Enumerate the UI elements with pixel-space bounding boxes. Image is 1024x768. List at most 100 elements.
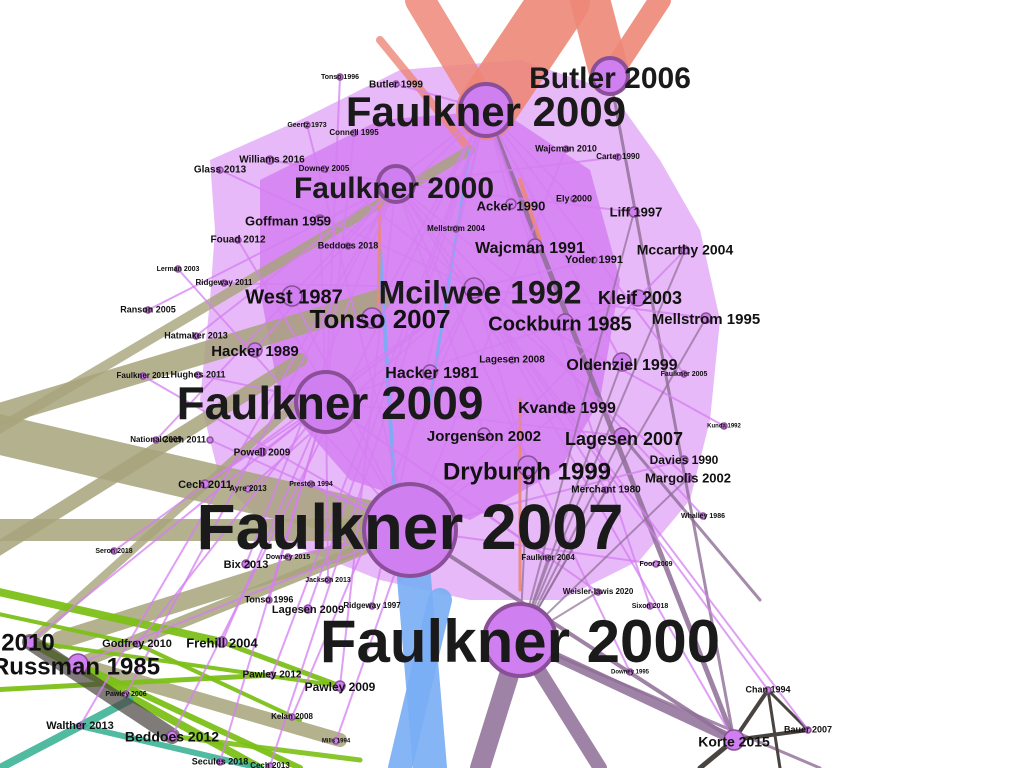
node-n74 <box>626 668 634 676</box>
node-n49 <box>508 356 516 364</box>
node-label: Faulkner 2009 <box>177 377 484 429</box>
node-label: Mills 1994 <box>322 739 351 745</box>
node-n19 <box>477 427 491 441</box>
node-n77 <box>324 576 332 584</box>
edge-n56 <box>177 268 411 531</box>
edge-bundle-38 <box>0 612 139 646</box>
edge-n55 <box>223 282 475 289</box>
node-n9 <box>556 313 574 331</box>
edge-bundle-3 <box>376 36 474 154</box>
node-label: Bauer 2007 <box>784 724 832 734</box>
node-label: Ridgeway 2011 <box>196 278 253 287</box>
node-label: Geertz 1973 <box>287 122 326 129</box>
node-label: Faulkner 2004 <box>521 553 575 562</box>
node-label: Beddoes 2018 <box>318 240 379 250</box>
edge-n20 <box>473 287 707 319</box>
node-n13 <box>527 238 543 254</box>
node-label: Jackson 2013 <box>305 577 351 584</box>
node-n79 <box>122 690 130 698</box>
node-n34 <box>241 559 251 569</box>
node-label: Mellstrom 2004 <box>427 224 485 233</box>
node-label: Cech 2011 <box>162 434 206 444</box>
node-n40 <box>216 166 224 174</box>
edge-n18 <box>485 109 623 363</box>
node-label: Lerman 2003 <box>157 266 200 273</box>
node-n18 <box>612 352 632 372</box>
edge-n33 <box>307 109 487 610</box>
edge-n84 <box>395 183 769 691</box>
node-n44 <box>76 722 84 730</box>
node-label: Wajcman 1991 <box>475 240 585 257</box>
edge-bundle-23 <box>408 528 736 742</box>
node-label: Davies 1990 <box>650 453 719 467</box>
node-label: Dryburgh 1999 <box>443 458 611 485</box>
edge-n39 <box>269 159 397 185</box>
node-n10 <box>517 455 539 477</box>
node-label: Fouad 2012 <box>210 235 265 246</box>
edge-bundle-24 <box>620 434 762 602</box>
node-n52 <box>194 371 202 379</box>
edge-bundle-33 <box>28 640 342 688</box>
node-label: Chan 1994 <box>745 684 790 694</box>
node-n12 <box>629 289 647 307</box>
node-n55 <box>220 279 228 287</box>
edge-n61 <box>306 124 411 531</box>
node-n33 <box>303 604 313 614</box>
node-n84 <box>764 686 772 694</box>
node-label: Kelan 2008 <box>271 712 313 721</box>
edge-n32 <box>29 401 327 643</box>
node-layer <box>23 56 812 768</box>
node-label: Butler 1999 <box>369 80 423 91</box>
edge-n82 <box>219 401 327 763</box>
node-label: Hacker 1981 <box>385 365 479 382</box>
node-n3 <box>294 370 358 434</box>
edge-bundle-35 <box>75 661 303 768</box>
edge-n70 <box>473 287 725 427</box>
node-label: Kvande 1999 <box>518 400 616 417</box>
node-label: Margolis 2002 <box>645 470 731 485</box>
edge-n8 <box>371 109 487 319</box>
node-label: Lagesen 2008 <box>479 355 545 366</box>
node-n42 <box>133 640 141 648</box>
node-n2 <box>482 602 558 678</box>
edge-n85 <box>473 287 809 731</box>
node-n15 <box>422 364 438 380</box>
node-n23 <box>505 198 517 210</box>
node-n53 <box>192 332 200 340</box>
node-label: Glass 2013 <box>194 165 247 176</box>
node-label: Powell 2009 <box>234 448 291 459</box>
node-n66 <box>307 480 315 488</box>
node-label: Cockburn 1985 <box>488 313 631 335</box>
node-n29 <box>334 680 346 692</box>
node-n41 <box>234 236 242 244</box>
node-label: Mcilwee 1992 <box>379 274 582 310</box>
node-label: Faulkner 2005 <box>661 371 708 378</box>
edge-bundle-13 <box>71 657 347 747</box>
node-label: Carter 1990 <box>596 152 640 161</box>
node-n32 <box>23 635 37 649</box>
node-label: Downey 2015 <box>266 554 310 561</box>
edge-bundle-39 <box>167 733 363 763</box>
edge-n42 <box>136 401 327 645</box>
edge-n51 <box>142 375 411 531</box>
node-n64 <box>152 436 160 444</box>
node-n36 <box>206 436 214 444</box>
node-n72 <box>594 588 602 596</box>
spoke-n17 <box>519 435 623 641</box>
edge-n48 <box>347 109 487 247</box>
edge-n9 <box>395 183 566 323</box>
edge-bundle-5 <box>0 414 430 550</box>
node-n25 <box>683 473 693 483</box>
node-n73 <box>646 602 654 610</box>
node-n8 <box>361 307 383 329</box>
edge-n83 <box>269 109 487 767</box>
node-label: Faulkner 2011 <box>117 371 170 380</box>
spoke-n21 <box>519 249 686 641</box>
edge-bundle-15 <box>388 588 452 768</box>
node-n27 <box>216 636 228 648</box>
spoke-n18 <box>519 361 623 641</box>
node-n4 <box>458 82 514 138</box>
node-n51 <box>139 372 147 380</box>
node-label: Ayre 2013 <box>229 484 267 493</box>
